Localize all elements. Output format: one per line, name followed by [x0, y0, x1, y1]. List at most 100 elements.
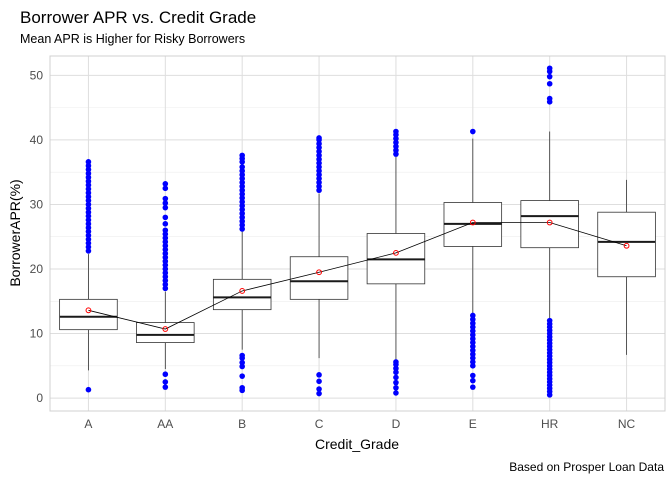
outlier-point: [239, 218, 245, 225]
outlier-point: [316, 148, 322, 155]
outlier-point: [85, 205, 92, 212]
box-e: [443, 138, 503, 314]
x-tick-label: A: [84, 417, 92, 431]
outlier-point: [316, 378, 322, 385]
box-iqr: [520, 200, 579, 249]
outlier-point: [239, 152, 245, 159]
x-tick-label: HR: [541, 417, 559, 431]
outlier-point: [470, 320, 476, 327]
outlier-point: [85, 162, 92, 169]
outlier-point: [239, 168, 245, 174]
outlier-point: [316, 372, 322, 378]
outlier-point: [162, 221, 169, 227]
outlier-point: [470, 128, 476, 135]
outlier-point: [162, 231, 169, 237]
mean-point: [316, 269, 322, 276]
outlier-point: [470, 384, 476, 390]
outlier-point: [85, 186, 92, 192]
x-tick-label: C: [315, 417, 324, 431]
outlier-point: [239, 214, 245, 221]
outlier-point: [162, 204, 169, 211]
outlier-point: [470, 351, 476, 358]
outlier-point: [239, 187, 245, 194]
y-tick-label: 50: [30, 68, 44, 82]
outlier-point: [470, 355, 476, 361]
y-tick-label: 20: [30, 262, 44, 276]
outlier-point: [470, 335, 476, 342]
outlier-point: [162, 270, 169, 276]
outlier-point: [85, 386, 92, 393]
outlier-point: [239, 175, 245, 182]
box-d: [366, 156, 426, 360]
outlier-point: [85, 213, 92, 219]
mean-point: [239, 288, 246, 294]
x-tick-label: AA: [157, 417, 173, 431]
outlier-point: [162, 258, 169, 265]
box-iqr: [136, 322, 195, 343]
outlier-point: [393, 369, 399, 376]
box-iqr: [212, 278, 272, 311]
outlier-point: [239, 373, 245, 379]
outlier-point: [162, 246, 169, 253]
outlier-point: [85, 159, 92, 165]
outlier-point: [316, 171, 322, 178]
outlier-point: [85, 232, 92, 239]
y-tick-label: 10: [30, 327, 44, 341]
outlier-point: [470, 343, 476, 350]
outlier-point: [162, 281, 169, 288]
outlier-point: [85, 182, 92, 188]
box-iqr: [59, 298, 118, 331]
chart-subtitle: Mean APR is Higher for Risky Borrowers: [20, 32, 245, 46]
outlier-point: [85, 190, 92, 196]
boxes-layer: [59, 131, 656, 371]
outlier-point: [162, 242, 169, 249]
box-c: [289, 193, 349, 359]
outlier-point: [316, 390, 322, 397]
outlier-point: [85, 221, 92, 227]
outlier-point: [393, 365, 399, 372]
outlier-point: [162, 250, 169, 257]
outlier-point: [162, 379, 169, 385]
box-b: [212, 231, 272, 350]
outlier-point: [85, 166, 92, 173]
mean-point: [469, 219, 476, 226]
outlier-point: [85, 174, 92, 181]
outliers-layer: [85, 65, 553, 398]
x-tick-label: E: [469, 417, 477, 431]
outlier-point: [546, 95, 553, 102]
outlier-point: [393, 390, 399, 396]
outlier-point: [239, 202, 245, 209]
box-nc: [597, 179, 656, 355]
outlier-point: [85, 209, 92, 215]
outlier-point: [162, 285, 169, 292]
outlier-point: [393, 128, 399, 135]
outlier-point: [316, 175, 322, 182]
outlier-point: [470, 332, 476, 338]
outlier-point: [470, 328, 476, 334]
outlier-point: [239, 195, 245, 201]
outlier-point: [162, 254, 169, 261]
box-aa: [136, 291, 195, 370]
chart-caption: Based on Prosper Loan Data: [509, 460, 664, 474]
outlier-point: [85, 193, 92, 200]
outlier-point: [393, 143, 399, 150]
box-iqr: [289, 256, 349, 300]
outlier-point: [316, 183, 322, 190]
outlier-point: [162, 273, 169, 280]
outlier-point: [239, 363, 245, 370]
outlier-point: [316, 179, 322, 186]
outlier-point: [85, 197, 92, 204]
outlier-point: [470, 363, 476, 369]
outlier-point: [470, 312, 476, 319]
panel-border: [49, 55, 666, 412]
y-axis-ticks: 0 10 20 30 40 50: [30, 68, 44, 405]
outlier-point: [316, 144, 322, 151]
chart-title: Borrower APR vs. Credit Grade: [20, 8, 256, 27]
outlier-point: [316, 386, 322, 392]
outlier-point: [546, 80, 553, 87]
outlier-point: [393, 151, 399, 157]
box-iqr: [597, 211, 656, 278]
outlier-point: [239, 206, 245, 213]
outlier-point: [470, 324, 476, 330]
